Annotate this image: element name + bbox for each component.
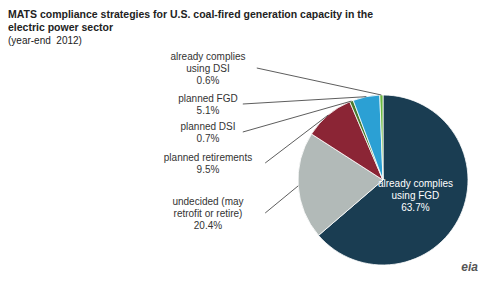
svg-text:undecided (mayretrofit or reti: undecided (mayretrofit or retire)20.4% [172, 196, 243, 231]
html-text:MATS compliance strategies for: MATS compliance strategies for U.S. coal… [8, 8, 374, 20]
svg-text:planned FGD5.1%: planned FGD5.1% [178, 93, 237, 116]
html-text:(year-end 2012): (year-end 2012) [8, 35, 82, 46]
html-text:electric power sector: electric power sector [8, 21, 113, 33]
html-text:eia: eia [461, 260, 478, 274]
svg-text:planned retirements9.5%: planned retirements9.5% [164, 152, 252, 175]
svg-text:already compliesusing FGD63.7%: already compliesusing FGD63.7% [378, 177, 453, 212]
svg-text:planned DSI0.7%: planned DSI0.7% [180, 121, 235, 144]
svg-text:already compliesusing DSI0.6%: already compliesusing DSI0.6% [170, 51, 245, 86]
